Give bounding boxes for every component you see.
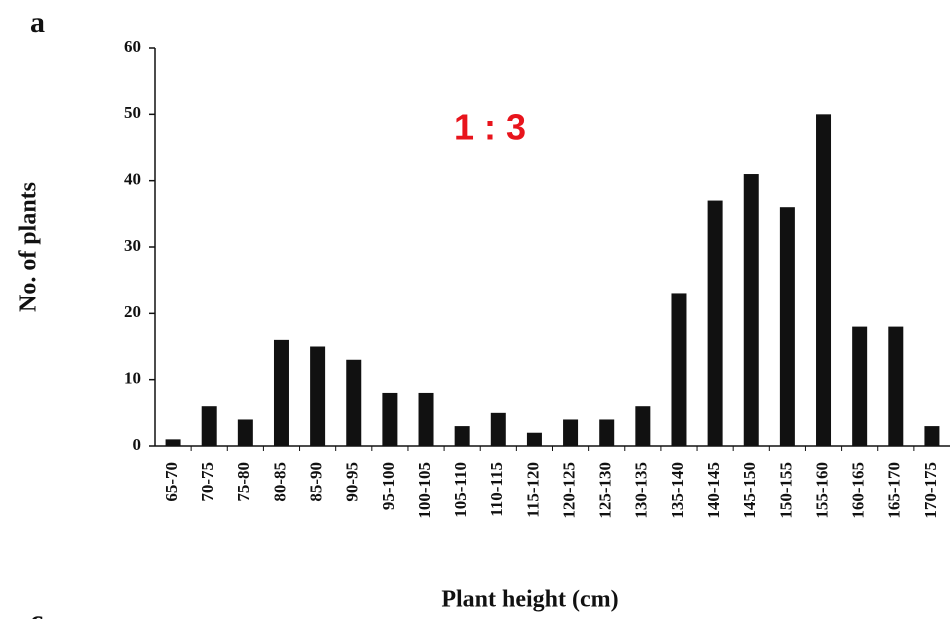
bar	[743, 174, 759, 447]
x-tick-label: 65-70	[162, 462, 181, 502]
x-tick-label: 95-100	[379, 462, 398, 510]
bar	[490, 412, 506, 446]
annotation: 1 : 3	[454, 107, 526, 148]
x-tick-label: 100-105	[415, 462, 434, 519]
x-tick-label: 75-80	[234, 462, 253, 502]
x-axis-title: Plant height (cm)	[441, 587, 618, 613]
x-tick-label: 85-90	[307, 462, 326, 502]
x-tick-label: 120-125	[559, 462, 578, 519]
bar	[201, 406, 217, 446]
x-tick-label: 110-115	[487, 462, 506, 517]
y-tick-label: 20	[124, 302, 141, 321]
y-tick-label: 0	[133, 435, 142, 454]
bar	[635, 406, 651, 446]
x-tick-label: 145-150	[740, 462, 759, 519]
y-tick-label: 30	[124, 236, 141, 255]
x-tick-label: 125-130	[596, 462, 615, 519]
bar	[816, 114, 832, 446]
bar	[888, 326, 904, 446]
bar	[852, 326, 868, 446]
panel-label: a	[30, 6, 45, 39]
x-tick-label: 140-145	[704, 462, 723, 519]
x-tick-label: 170-175	[921, 462, 940, 519]
y-tick-label: 40	[124, 170, 141, 189]
x-tick-label: 160-165	[849, 462, 868, 519]
bar	[346, 359, 362, 446]
bar	[310, 346, 326, 446]
y-tick-label: 10	[124, 369, 141, 388]
bar	[526, 432, 542, 446]
x-tick-label: 155-160	[812, 462, 831, 519]
y-tick-label: 60	[124, 37, 141, 56]
x-tick-label: 165-170	[885, 462, 904, 519]
bar	[165, 439, 181, 446]
bar	[707, 200, 723, 446]
bar	[418, 392, 434, 446]
bar	[454, 426, 470, 446]
x-tick-label: 80-85	[270, 462, 289, 502]
x-tick-label: 135-140	[668, 462, 687, 519]
bar	[273, 339, 289, 446]
x-tick-label: 150-155	[776, 462, 795, 519]
x-tick-label: 90-95	[343, 462, 362, 502]
y-axis-title: No. of plants	[16, 182, 42, 312]
bar	[924, 426, 940, 446]
y-tick-label: 50	[124, 103, 141, 122]
x-tick-label: 130-135	[632, 462, 651, 519]
x-tick-label: 70-75	[198, 462, 217, 502]
x-tick-label: 105-110	[451, 462, 470, 518]
bar	[563, 419, 579, 446]
bar	[237, 419, 253, 446]
bar	[671, 293, 687, 446]
bar	[599, 419, 615, 446]
panel-label: c	[30, 604, 43, 619]
x-tick-label: 115-120	[523, 462, 542, 518]
bar	[382, 392, 398, 446]
bar	[779, 207, 795, 446]
